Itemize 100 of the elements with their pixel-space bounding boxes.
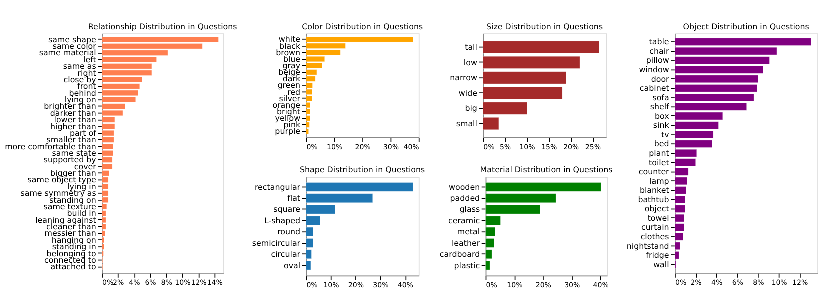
x-tick-label: 30% [373,280,390,290]
chart-title: Material Distribution in Questions [480,166,613,175]
x-tick-label: 12% [191,278,208,287]
y-tick-label: supported by [44,156,97,165]
y-tick-label: toilet [649,158,670,168]
y-tick-label: rectangular [254,182,302,192]
y-tick-label: same as [63,62,96,72]
chart-title: Color Distribution in Questions [302,22,424,32]
y-tick-label: narrow [450,74,478,83]
y-tick-label: plant [649,149,670,158]
y-tick-label: messier than [44,229,96,238]
y-tick-label: big [465,104,478,114]
y-tick-label: metal [457,228,480,237]
chart-title: Relationship Distribution in Questions [88,22,238,32]
x-tick-label: 20% [348,280,364,290]
y-tick-label: lamp [650,176,670,186]
y-tick-label: higher than [50,122,96,132]
y-tick-label: gray [282,62,301,71]
y-tick-label: cabinet [640,84,670,94]
y-tick-label: flat [288,194,301,204]
y-tick-label: table [649,38,670,47]
y-tick-label: small [456,119,478,128]
y-tick-label: glass [460,205,480,214]
y-tick-label: chair [650,46,670,56]
x-tick-label: 5% [500,142,512,152]
y-tick-label: wall [654,260,670,270]
bar [306,260,312,270]
y-tick-label: bathtub [638,195,670,204]
y-tick-label: tv [662,130,670,140]
y-tick-label: counter [638,168,670,177]
y-tick-label: lower than [54,116,96,125]
y-tick-label: fridge [646,251,670,260]
y-tick-label: nightstand [626,242,670,251]
chart-title: Shape Distribution in Questions [300,166,426,175]
y-tick-label: same state [52,149,96,158]
x-tick-label: 40% [593,280,610,290]
y-tick-label: beige [278,68,301,78]
bar [482,41,600,54]
x-tick-label: 0% [306,142,318,152]
x-tick-label: 8% [161,278,173,287]
y-tick-label: bed [654,140,670,149]
y-tick-label: white [278,35,301,44]
y-tick-label: red [288,88,301,97]
y-tick-label: ceramic [448,216,480,226]
x-tick-label: 10% [175,278,192,287]
y-tick-label: box [655,112,670,121]
y-tick-label: semicircular [252,238,302,248]
y-tick-label: smaller than [46,136,96,145]
y-tick-label: bright [276,108,301,117]
y-tick-label: low [464,58,478,68]
x-tick-label: 0% [486,280,498,290]
x-tick-label: 0% [675,278,687,287]
y-tick-label: round [278,228,301,237]
y-tick-label: same material [39,48,96,58]
bar [482,102,528,115]
y-tick-label: clothes [640,232,670,242]
y-tick-label: same object type [28,176,96,185]
y-tick-label: behind [69,88,96,98]
chart-title: Object Distribution in Questions [683,22,810,32]
y-tick-label: oval [284,261,301,270]
y-tick-label: hanging on [52,236,96,245]
x-tick-label: 20% [536,280,552,290]
y-tick-label: connected to [44,256,97,265]
bar [482,56,580,70]
y-tick-label: leaning against [36,216,96,225]
y-tick-label: sink [653,121,670,130]
x-tick-label: 25% [585,142,602,152]
y-tick-label: blanket [640,186,670,196]
x-tick-label: 0% [306,280,318,290]
bar [482,72,567,84]
y-tick-label: darker than [50,108,96,118]
x-tick-label: 0% [484,142,496,152]
y-tick-label: dark [282,74,301,84]
x-tick-label: 10% [772,278,788,287]
y-tick-label: belonging to [46,249,97,258]
y-tick-label: brown [276,48,301,58]
x-tick-label: 4% [129,278,141,287]
x-tick-label: 15% [542,142,558,152]
y-tick-label: pillow [646,56,670,66]
y-tick-label: plastic [454,261,480,270]
y-tick-label: wooden [449,182,480,192]
y-tick-label: object [644,204,670,214]
y-tick-label: brighter than [44,102,96,112]
x-tick-label: 20% [563,142,580,152]
x-tick-label: 30% [383,142,400,152]
y-tick-label: standing in [52,242,96,252]
x-tick-label: 10% [324,280,340,290]
y-tick-label: wide [458,88,478,98]
y-tick-label: orange [272,100,301,110]
y-tick-label: sofa [652,93,670,102]
x-tick-label: 12% [792,278,808,287]
x-tick-label: 0% [102,278,114,287]
y-tick-label: pink [284,120,301,130]
y-tick-label: leather [452,238,481,248]
y-tick-label: circular [271,250,302,260]
x-tick-label: 8% [753,278,765,287]
x-tick-label: 10% [327,142,343,152]
y-tick-label: black [280,42,301,51]
y-tick-label: more comfortable than [5,142,96,152]
x-tick-label: 40% [398,280,414,290]
